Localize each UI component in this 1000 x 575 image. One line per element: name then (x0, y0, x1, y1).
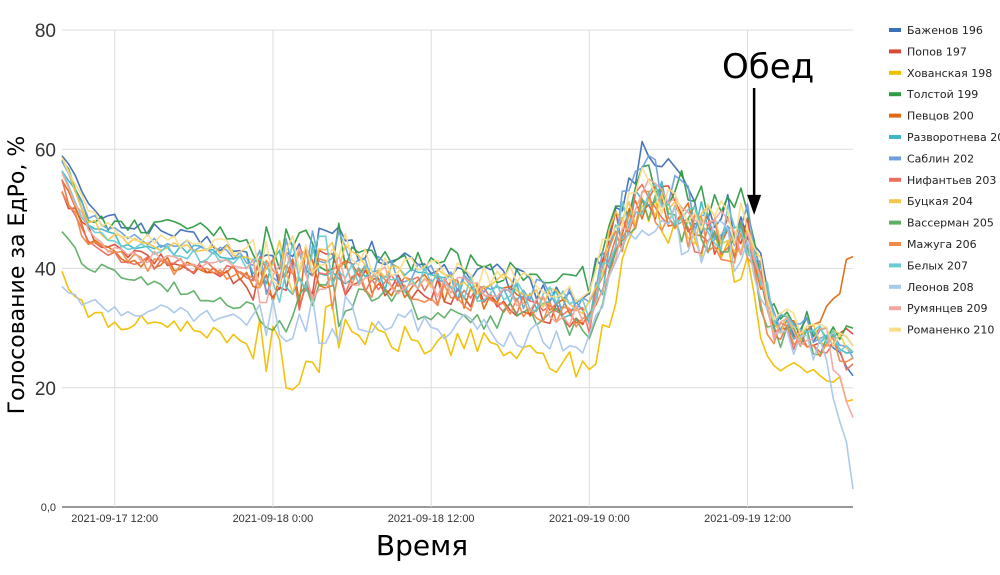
legend-entry: Белых 207 (907, 259, 968, 272)
legend-entry: Разворотнева 201 (907, 131, 1000, 144)
series-lines (61, 140, 854, 490)
legend-entry: Баженов 196 (907, 24, 983, 37)
y-axis-label: Голосование за ЕдРо, % (5, 136, 30, 415)
series-line-209 (61, 172, 854, 418)
legend-swatch (889, 49, 901, 54)
legend-entry: Нифантьев 203 (907, 174, 996, 187)
y-tick-label: 80 (35, 21, 56, 42)
y-tick-label: 0,0 (41, 502, 56, 514)
series-line-207 (61, 170, 854, 353)
x-tick-label: 2021-09-18 12:00 (388, 513, 475, 525)
legend-entry: Хованская 198 (907, 67, 992, 80)
legend-entry: Толстой 199 (906, 88, 978, 101)
y-tick-label: 20 (35, 379, 56, 400)
legend-entry: Попов 197 (907, 45, 967, 58)
legend-entry: Певцов 200 (907, 110, 974, 123)
legend-entry: Леонов 208 (907, 281, 974, 294)
legend-swatch (889, 199, 901, 204)
legend-swatch (889, 28, 901, 32)
legend-swatch (889, 156, 901, 161)
series-line-196 (61, 140, 854, 377)
x-tick-label: 2021-09-19 0:00 (549, 513, 630, 525)
legend-entry: Румянцев 209 (907, 302, 987, 315)
legend-swatch (889, 306, 901, 311)
y-axis-ticks: 0,0 20 40 60 80 (35, 21, 56, 514)
legend-swatch (889, 135, 901, 139)
legend-entry: Вассерман 205 (907, 217, 994, 230)
series-line-205 (61, 187, 854, 356)
legend-swatch (889, 177, 901, 182)
legend-swatch (889, 242, 901, 246)
x-tick-label: 2021-09-19 12:00 (704, 513, 791, 525)
legend-swatch (889, 327, 901, 332)
legend-entry: Романенко 210 (907, 324, 994, 337)
lunch-annotation: Обед (722, 47, 814, 215)
x-tick-label: 2021-09-17 12:00 (71, 513, 158, 525)
legend: Баженов 196 Попов 197 Хованская 198 Толстой… (889, 24, 1000, 337)
legend-swatch (889, 220, 901, 225)
legend-entry: Саблин 202 (907, 152, 974, 165)
legend-swatch (889, 92, 901, 97)
y-tick-label: 40 (35, 260, 56, 281)
x-axis-label: Время (376, 529, 468, 562)
annotation-label: Обед (722, 47, 814, 87)
legend-entry: Мажуга 206 (907, 238, 977, 251)
legend-swatch (889, 70, 901, 75)
legend-swatch (889, 113, 901, 118)
legend-swatch (889, 284, 901, 289)
y-tick-label: 60 (35, 140, 56, 161)
series-line-208 (61, 205, 854, 490)
series-line-210 (61, 157, 854, 347)
x-axis-ticks: 2021-09-17 12:00 2021-09-18 0:00 2021-09-1… (71, 513, 791, 525)
series-line-200 (61, 180, 854, 336)
annotation-arrowhead (747, 194, 762, 215)
x-tick-label: 2021-09-18 0:00 (233, 513, 314, 525)
legend-swatch (889, 263, 901, 268)
legend-entry: Буцкая 204 (907, 195, 973, 208)
series-line-203 (61, 179, 854, 371)
gridlines (62, 29, 853, 508)
